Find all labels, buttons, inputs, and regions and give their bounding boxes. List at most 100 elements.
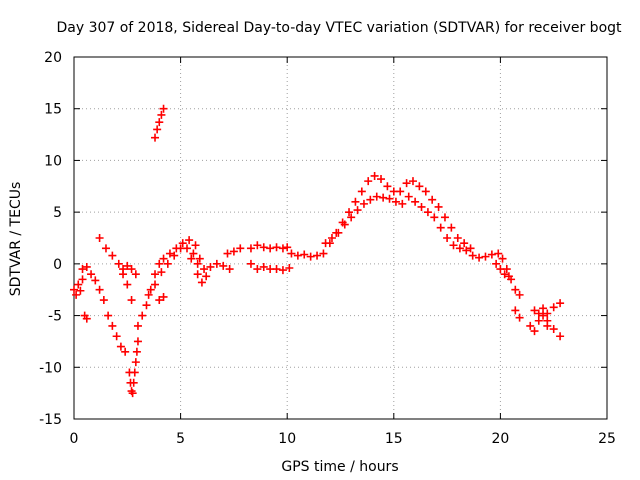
data-point xyxy=(78,275,87,284)
data-point xyxy=(99,296,108,305)
y-tick-label: -5 xyxy=(48,309,62,325)
data-point xyxy=(153,125,162,134)
y-tick-label: 20 xyxy=(44,50,62,66)
data-point xyxy=(285,263,294,272)
data-point xyxy=(556,332,565,341)
data-point xyxy=(515,313,524,322)
data-point xyxy=(155,259,164,268)
data-point xyxy=(123,261,132,270)
data-point xyxy=(411,197,420,206)
data-point xyxy=(266,244,275,253)
data-point xyxy=(142,301,151,310)
data-point xyxy=(108,251,117,260)
data-point xyxy=(539,311,548,320)
series-segment-9 xyxy=(151,104,168,142)
series-segment-5 xyxy=(125,337,142,398)
data-point xyxy=(449,241,458,250)
data-point xyxy=(415,182,424,191)
data-point xyxy=(364,177,373,186)
data-point xyxy=(511,285,520,294)
series-segment-16 xyxy=(287,171,398,261)
data-point xyxy=(468,251,477,260)
data-point xyxy=(146,285,155,294)
data-point xyxy=(104,311,113,320)
series-segment-2 xyxy=(78,262,130,356)
series-segment-14 xyxy=(246,241,292,253)
data-point xyxy=(278,244,287,253)
series-segment-27 xyxy=(543,299,565,318)
data-point xyxy=(391,197,400,206)
data-point xyxy=(372,192,381,201)
data-point xyxy=(178,239,187,248)
data-point xyxy=(475,253,484,262)
data-point xyxy=(351,197,360,206)
data-point xyxy=(159,104,168,113)
data-point xyxy=(225,265,234,274)
data-point xyxy=(370,171,379,180)
data-point xyxy=(101,244,110,253)
data-point xyxy=(108,321,117,330)
data-point xyxy=(306,252,315,261)
data-point xyxy=(436,223,445,232)
data-point xyxy=(193,270,202,279)
data-point xyxy=(159,292,168,301)
data-point xyxy=(396,187,405,196)
data-point xyxy=(359,199,368,208)
series-segment-8 xyxy=(144,244,204,299)
data-point xyxy=(223,249,232,258)
data-point xyxy=(300,250,309,259)
data-point xyxy=(195,254,204,263)
data-point xyxy=(379,193,388,202)
data-point xyxy=(366,195,375,204)
data-point xyxy=(487,250,496,259)
y-tick-label: 5 xyxy=(53,205,62,221)
data-point xyxy=(191,241,200,250)
y-tick-label: -10 xyxy=(39,360,62,376)
data-point xyxy=(481,252,490,261)
data-point xyxy=(144,290,153,299)
data-point xyxy=(119,265,128,274)
data-point xyxy=(440,213,449,222)
data-point xyxy=(131,270,140,279)
data-point xyxy=(404,192,413,201)
data-point xyxy=(212,259,221,268)
data-point xyxy=(82,314,91,323)
data-point xyxy=(151,133,160,142)
data-point xyxy=(530,306,539,315)
data-point xyxy=(534,316,543,325)
data-point xyxy=(155,296,164,305)
data-point xyxy=(357,187,366,196)
series-segment-13 xyxy=(223,244,245,258)
series-segment-10 xyxy=(155,292,168,305)
data-point xyxy=(453,234,462,242)
data-point xyxy=(402,179,411,188)
data-point xyxy=(182,244,191,253)
axis-ticks xyxy=(73,56,608,420)
data-point xyxy=(187,254,196,263)
data-point xyxy=(549,303,558,312)
data-point xyxy=(466,244,475,253)
data-point xyxy=(272,243,281,252)
data-point xyxy=(353,206,362,215)
x-tick-label: 20 xyxy=(491,431,509,447)
data-point xyxy=(423,208,432,217)
data-point xyxy=(408,177,417,186)
data-point xyxy=(82,262,91,271)
data-point xyxy=(340,220,349,229)
data-point xyxy=(206,262,215,271)
data-point xyxy=(385,194,394,203)
chart-title: Day 307 of 2018, Sidereal Day-to-day VTE… xyxy=(56,20,622,36)
data-point xyxy=(321,239,330,248)
data-point xyxy=(462,246,471,255)
data-point xyxy=(334,228,343,237)
data-point xyxy=(556,299,565,308)
data-point xyxy=(155,118,164,127)
data-point xyxy=(87,270,96,279)
data-point xyxy=(347,213,356,222)
data-point xyxy=(236,244,245,253)
x-tick-label: 5 xyxy=(176,431,185,447)
data-point xyxy=(421,187,430,196)
data-point xyxy=(185,236,194,245)
data-point xyxy=(197,278,206,287)
x-tick-label: 0 xyxy=(70,431,79,447)
